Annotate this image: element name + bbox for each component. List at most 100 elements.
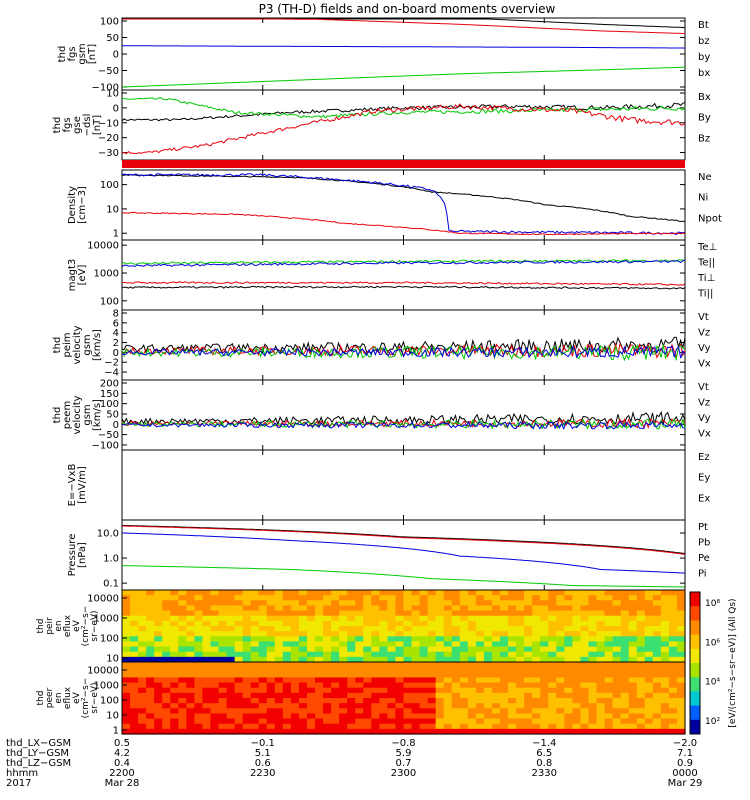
ylabel-peer: eV xyxy=(72,691,82,704)
spectrogram-cell xyxy=(580,626,590,632)
spectrogram-cell xyxy=(508,703,517,709)
xaxis-value: 0.8 xyxy=(536,758,552,769)
ytick-label: 10 xyxy=(106,711,119,722)
spectrogram-cell xyxy=(652,728,662,735)
spectrogram-cell xyxy=(443,692,453,699)
spectrogram-cell xyxy=(274,590,284,596)
spectrogram-cell xyxy=(170,662,179,668)
ytick-label: 50 xyxy=(106,409,119,420)
spectrogram-cell xyxy=(242,708,252,715)
spectrogram-cell xyxy=(612,698,622,704)
spectrogram-cell xyxy=(532,698,541,704)
spectrogram-cell xyxy=(339,610,348,617)
spectrogram-cell xyxy=(652,610,662,617)
spectrogram-cell xyxy=(419,692,429,699)
spectrogram-cell xyxy=(363,626,372,632)
spectrogram-cell xyxy=(628,641,638,648)
spectrogram-cell xyxy=(572,631,582,637)
spectrogram-cell xyxy=(508,708,517,715)
spectrogram-cell xyxy=(500,631,509,637)
spectrogram-cell xyxy=(347,713,356,720)
spectrogram-cell xyxy=(154,615,163,622)
spectrogram-cell xyxy=(258,615,268,622)
ytick-label: −100 xyxy=(92,440,119,451)
legend-vz: Vz xyxy=(698,328,710,339)
spectrogram-cell xyxy=(178,692,187,699)
spectrogram-cell xyxy=(138,677,147,684)
spectrogram-cell xyxy=(122,656,131,663)
spectrogram-cell xyxy=(419,723,429,730)
spectrogram-cell xyxy=(202,636,212,643)
spectrogram-cell xyxy=(379,662,389,668)
spectrogram-cell xyxy=(266,615,276,622)
legend-bx: bx xyxy=(698,68,710,79)
spectrogram-cell xyxy=(315,646,324,653)
legend-ni: Ni xyxy=(698,193,708,204)
spectrogram-cell xyxy=(306,610,316,617)
spectrogram-cell xyxy=(556,703,565,709)
spectrogram-cell xyxy=(524,590,533,596)
spectrogram-cell xyxy=(306,641,316,648)
spectrogram-cell xyxy=(644,615,654,622)
spectrogram-cell xyxy=(435,682,445,689)
spectrogram-cell xyxy=(532,600,541,607)
spectrogram-cell xyxy=(194,713,204,720)
spectrogram-cell xyxy=(290,620,300,627)
spectrogram-cell xyxy=(628,615,638,622)
colorbar-tick: 10⁴ xyxy=(705,678,720,688)
spectrogram-cell xyxy=(218,662,228,668)
spectrogram-cell xyxy=(508,713,517,720)
spectrogram-cell xyxy=(170,610,179,617)
spectrogram-cell xyxy=(411,636,421,643)
spectrogram-cell xyxy=(475,595,485,601)
ytick-label: −50 xyxy=(98,430,119,441)
spectrogram-cell xyxy=(379,595,389,601)
spectrogram-cell xyxy=(604,646,614,653)
spectrogram-cell xyxy=(218,687,228,694)
spectrogram-cell xyxy=(298,610,308,617)
spectrogram-cell xyxy=(467,615,477,622)
spectrogram-cell xyxy=(194,698,204,704)
spectrogram-cell xyxy=(186,667,195,673)
spectrogram-cell xyxy=(451,692,461,699)
spectrogram-cell xyxy=(194,667,204,673)
spectrogram-cell xyxy=(604,636,614,643)
legend-pe: Pe xyxy=(698,553,710,564)
spectrogram-cell xyxy=(419,610,429,617)
spectrogram-cell xyxy=(459,672,469,679)
spectrogram-cell xyxy=(596,692,606,699)
legend-bz: bz xyxy=(698,36,710,47)
spectrogram-cell xyxy=(242,723,252,730)
spectrogram-cell xyxy=(162,698,171,704)
spectrogram-cell xyxy=(435,667,445,673)
spectrogram-cell xyxy=(508,641,517,648)
spectrogram-cell xyxy=(620,590,630,596)
spectrogram-cell xyxy=(146,718,155,725)
spectrogram-cell xyxy=(162,723,171,730)
spectrogram-cell xyxy=(636,718,646,725)
spectrogram-cell xyxy=(500,636,509,643)
spectrogram-cell xyxy=(218,692,228,699)
spectrogram-cell xyxy=(596,631,606,637)
spectrogram-cell xyxy=(363,610,372,617)
spectrogram-cell xyxy=(652,698,662,704)
spectrogram-cell xyxy=(588,636,598,643)
spectrogram-cell xyxy=(580,708,590,715)
spectrogram-cell xyxy=(266,646,276,653)
spectrogram-cell xyxy=(387,620,397,627)
xaxis-value: 6.5 xyxy=(536,748,552,759)
spectrogram-cell xyxy=(363,723,372,730)
spectrogram-cell xyxy=(146,662,155,668)
spectrogram-cell xyxy=(347,610,356,617)
spectrogram-cell xyxy=(660,672,670,679)
spectrogram-cell xyxy=(491,595,501,601)
spectrogram-cell xyxy=(668,620,678,627)
spectrogram-cell xyxy=(596,656,606,663)
spectrogram-cell xyxy=(306,656,316,663)
series-bx xyxy=(121,102,686,122)
spectrogram-cell xyxy=(315,682,324,689)
panel-frame-pressure xyxy=(121,519,686,591)
spectrogram-cell xyxy=(636,626,646,632)
spectrogram-cell xyxy=(620,626,630,632)
series-te|| xyxy=(121,285,686,290)
